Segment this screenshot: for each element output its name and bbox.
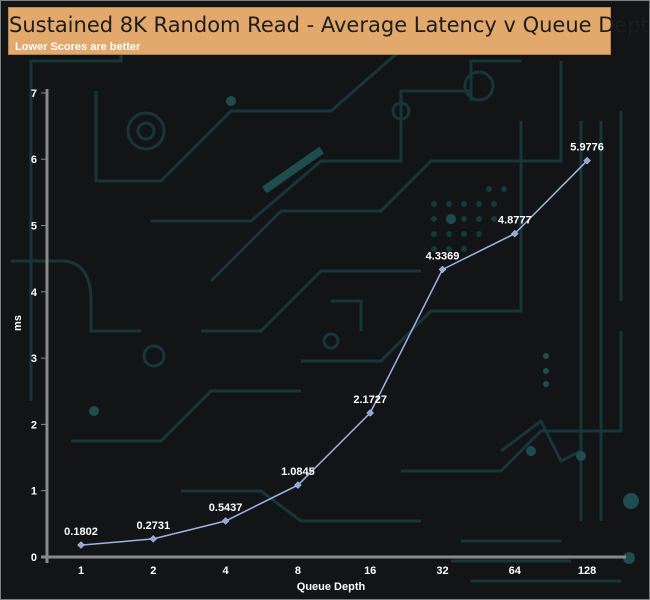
chart-header: Sustained 8K Random Read - Average Laten…	[8, 7, 650, 55]
x-tick-label: 16	[364, 565, 376, 577]
y-tick-label: 3	[31, 353, 37, 365]
y-tick-label: 4	[31, 287, 38, 299]
x-tick-label: 32	[436, 565, 448, 577]
x-tick-label: 1	[78, 565, 84, 577]
data-point-marker	[294, 481, 302, 489]
y-tick-label: 5	[31, 221, 37, 233]
y-axis-title: ms	[12, 315, 24, 331]
chart-title: Sustained 8K Random Read - Average Laten…	[9, 13, 650, 37]
data-label: 4.3369	[426, 250, 460, 262]
data-label: 4.8777	[498, 215, 532, 227]
y-tick-label: 2	[31, 419, 37, 431]
y-tick-label: 6	[31, 154, 37, 166]
y-tick-label: 1	[31, 486, 37, 498]
data-point-marker	[438, 265, 447, 274]
x-axis-title: Queue Depth	[297, 581, 366, 593]
data-label: 0.5437	[209, 502, 243, 514]
x-tick-label: 8	[295, 565, 301, 577]
data-label: 1.0845	[281, 466, 315, 478]
x-tick-label: 4	[223, 565, 230, 577]
x-tick-label: 2	[150, 565, 156, 577]
data-label: 2.1727	[353, 394, 387, 406]
chart-subtitle: Lower Scores are better	[15, 41, 141, 53]
y-tick-label: 0	[31, 552, 37, 564]
data-label: 5.9776	[570, 142, 604, 154]
data-point-marker	[366, 409, 375, 417]
data-point-marker	[149, 535, 158, 543]
series-markers	[77, 156, 591, 549]
data-labels: 0.1802 0.2731 0.5437 1.0845 2.1727 4.3369 4.87…	[64, 142, 604, 538]
data-point-marker	[77, 541, 85, 549]
x-tick-label: 64	[509, 565, 522, 577]
x-ticks: 1 2 4 8 16 32 64 128	[78, 565, 596, 577]
x-tick-label: 128	[578, 565, 596, 577]
data-point-marker	[221, 517, 230, 525]
y-ticks: 0 1 2 3 4 5 6 7	[31, 88, 47, 564]
y-tick-label: 7	[31, 88, 37, 100]
data-point-marker	[583, 156, 591, 165]
data-label: 0.1802	[64, 526, 98, 538]
data-point-marker	[510, 229, 519, 238]
series-line	[80, 160, 588, 546]
data-label: 0.2731	[136, 520, 170, 532]
